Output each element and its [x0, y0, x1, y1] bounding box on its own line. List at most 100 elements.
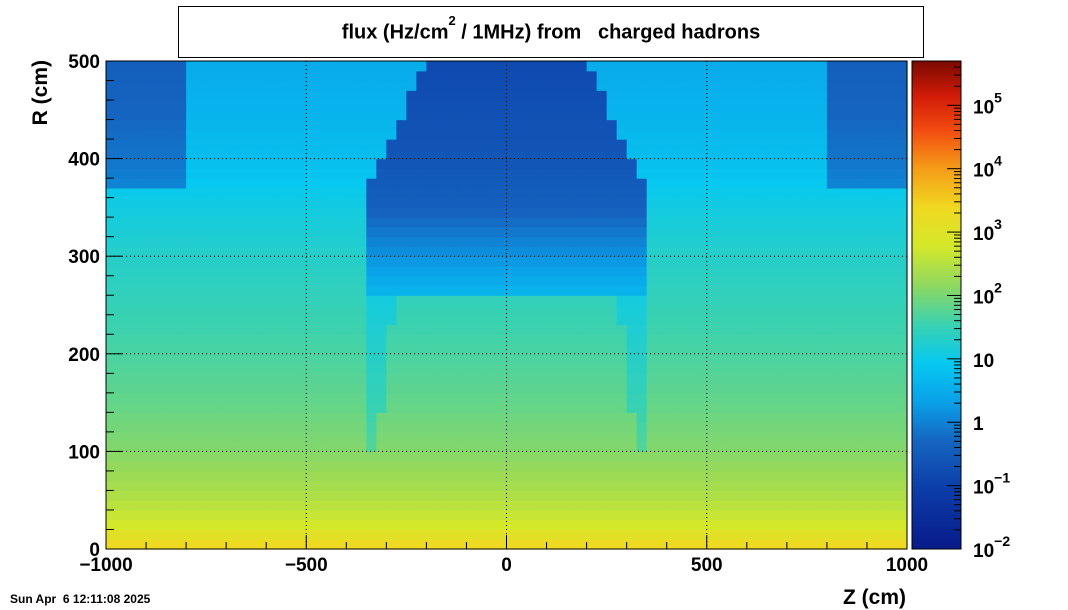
heatmap-cell: [126, 61, 137, 72]
heatmap-cell: [706, 61, 718, 72]
heatmap-cell: [316, 373, 327, 384]
heatmap-cell: [456, 324, 468, 335]
heatmap-cell: [346, 373, 357, 384]
heatmap-cell: [646, 314, 658, 326]
heatmap-cell: [886, 61, 898, 72]
heatmap-cell: [656, 500, 668, 511]
heatmap-cell: [166, 70, 177, 82]
heatmap-cell: [356, 80, 367, 91]
heatmap-cell: [316, 305, 327, 316]
heatmap-cell: [756, 256, 768, 267]
heatmap-cell: [586, 509, 598, 521]
heatmap-cell: [726, 305, 738, 316]
heatmap-cell: [256, 480, 267, 492]
heatmap-cell: [426, 119, 438, 130]
heatmap-cell: [506, 61, 518, 72]
heatmap-cell: [446, 451, 458, 462]
heatmap-cell: [206, 295, 217, 306]
heatmap-cell: [806, 539, 818, 550]
heatmap-cell: [416, 441, 427, 452]
heatmap-cell: [676, 431, 688, 443]
heatmap-cell: [426, 109, 438, 121]
heatmap-cell: [586, 90, 598, 101]
heatmap-cell: [716, 90, 728, 101]
heatmap-cell: [176, 178, 187, 189]
heatmap-cell: [376, 490, 387, 501]
heatmap-cell: [526, 441, 538, 452]
heatmap-cell: [506, 246, 518, 257]
heatmap-cell: [576, 344, 588, 355]
heatmap-cell: [386, 139, 397, 150]
heatmap-cell: [566, 265, 578, 277]
heatmap-cell: [296, 451, 307, 462]
heatmap-cell: [536, 80, 548, 91]
heatmap-cell: [826, 529, 838, 540]
heatmap-cell: [236, 509, 247, 521]
heatmap-cell: [306, 207, 317, 218]
heatmap-cell: [516, 441, 528, 452]
heatmap-cell: [466, 226, 478, 238]
heatmap-cell: [216, 168, 227, 179]
heatmap-cell: [316, 529, 327, 540]
heatmap-cell: [346, 490, 357, 501]
heatmap-cell: [106, 373, 117, 384]
heatmap-cell: [576, 100, 588, 111]
heatmap-cell: [626, 70, 638, 82]
heatmap-cell: [206, 90, 217, 101]
heatmap-cell: [616, 236, 628, 248]
heatmap-cell: [716, 314, 728, 326]
heatmap-cell: [206, 539, 217, 550]
heatmap-cell: [796, 539, 808, 550]
heatmap-cell: [196, 451, 207, 462]
heatmap-cell: [766, 500, 778, 511]
heatmap-cell: [286, 265, 297, 277]
heatmap-cell: [556, 470, 568, 482]
heatmap-cell: [316, 451, 327, 462]
heatmap-cell: [686, 90, 698, 101]
heatmap-cell: [226, 129, 237, 140]
heatmap-cell: [366, 285, 377, 296]
heatmap-cell: [666, 344, 678, 355]
heatmap-cell: [556, 441, 568, 452]
heatmap-cell: [166, 509, 177, 521]
heatmap-cell: [586, 109, 598, 121]
heatmap-cell: [136, 353, 147, 365]
heatmap-cell: [236, 80, 247, 91]
heatmap-cell: [606, 480, 618, 492]
heatmap-cell: [556, 187, 568, 199]
heatmap-cell: [416, 265, 427, 277]
heatmap-cell: [686, 158, 698, 169]
heatmap-cell: [806, 373, 818, 384]
heatmap-cell: [696, 383, 708, 394]
heatmap-cell: [426, 461, 438, 472]
heatmap-cell: [296, 139, 307, 150]
heatmap-cell: [506, 412, 518, 423]
heatmap-cell: [616, 129, 628, 140]
heatmap-cell: [646, 226, 658, 238]
heatmap-cell: [786, 119, 798, 130]
heatmap-cell: [816, 451, 828, 462]
heatmap-cell: [866, 265, 878, 277]
heatmap-cell: [766, 187, 778, 199]
heatmap-cell: [236, 256, 247, 267]
heatmap-cell: [696, 129, 708, 140]
heatmap-cell: [466, 441, 478, 452]
heatmap-cell: [656, 226, 668, 238]
heatmap-cell: [666, 324, 678, 335]
heatmap-cell: [306, 285, 317, 296]
heatmap-cell: [306, 363, 317, 374]
heatmap-cell: [796, 168, 808, 179]
heatmap-cell: [876, 178, 888, 189]
heatmap-cell: [766, 246, 778, 257]
heatmap-cell: [666, 431, 678, 443]
heatmap-cell: [626, 285, 638, 296]
heatmap-cell: [836, 480, 848, 492]
heatmap-cell: [466, 285, 478, 296]
heatmap-cell: [806, 236, 818, 248]
heatmap-cell: [246, 256, 257, 267]
heatmap-cell: [286, 383, 297, 394]
heatmap-cell: [606, 539, 618, 550]
heatmap-cell: [576, 519, 588, 531]
heatmap-cell: [176, 431, 187, 443]
heatmap-cell: [716, 217, 728, 228]
